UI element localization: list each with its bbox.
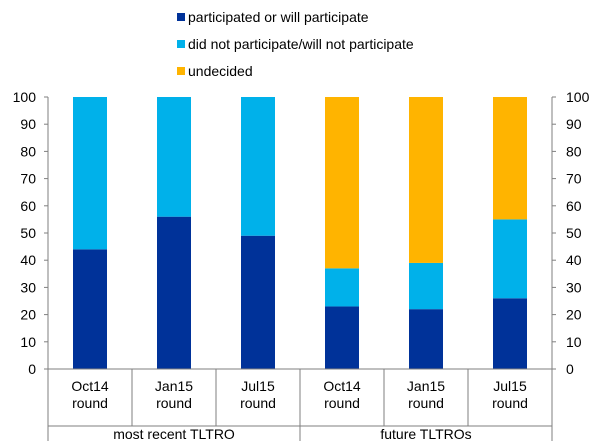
y-tick-label-left-9: 80: [20, 143, 36, 159]
y-tick-label-right-3: 20: [566, 307, 582, 323]
axes: [47, 97, 553, 441]
y-tick-label-right-4: 30: [566, 279, 582, 295]
bar-1-series-2: [73, 97, 107, 250]
y-tick-label-left-3: 20: [20, 307, 36, 323]
bar-3-series-1: [241, 235, 275, 369]
legend-label-1: participated or will participate: [188, 9, 369, 25]
y-tick-label-left-10: 90: [20, 116, 36, 132]
y-tick-label-right-11: 100: [566, 89, 590, 105]
group-label-2: future TLTROs: [380, 426, 471, 441]
y-tick-label-right-9: 80: [566, 143, 582, 159]
x-axis-categories: Oct14roundJan15roundJul15roundOct14round…: [71, 378, 528, 411]
category-label-6-line-2: round: [492, 395, 528, 411]
y-tick-label-left-6: 50: [20, 225, 36, 241]
bar-6-series-2: [493, 219, 527, 299]
y-tick-label-right-10: 90: [566, 116, 582, 132]
category-label-1-line-1: Oct14: [71, 378, 109, 394]
category-label-5-line-2: round: [408, 395, 444, 411]
bar-4-series-1: [325, 306, 359, 369]
bar-1-series-1: [73, 249, 107, 369]
y-tick-label-right-5: 40: [566, 252, 582, 268]
legend-swatch-2: [177, 40, 185, 48]
category-label-1-line-2: round: [72, 395, 108, 411]
legend-swatch-1: [177, 13, 185, 21]
bar-5-series-3: [409, 97, 443, 263]
legend: participated or will participate did not …: [177, 9, 414, 79]
y-tick-label-right-7: 60: [566, 198, 582, 214]
bar-6-series-3: [493, 97, 527, 220]
category-label-2-line-2: round: [156, 395, 192, 411]
x-axis-groups: most recent TLTRO future TLTROs: [113, 426, 471, 441]
y-tick-label-right-2: 10: [566, 334, 582, 350]
category-label-6-line-1: Jul15: [493, 378, 527, 394]
bar-5-series-2: [409, 262, 443, 310]
bar-6-series-1: [493, 298, 527, 369]
category-label-2-line-1: Jan15: [155, 378, 193, 394]
y-tick-label-left-8: 70: [20, 171, 36, 187]
category-label-4-line-2: round: [324, 395, 360, 411]
y-tick-label-right-8: 70: [566, 171, 582, 187]
category-label-3-line-2: round: [240, 395, 276, 411]
group-label-1: most recent TLTRO: [113, 426, 235, 441]
category-label-5-line-1: Jan15: [407, 378, 445, 394]
category-label-4-line-1: Oct14: [323, 378, 361, 394]
y-axis-left-ticks: 0 10 20 30 40 50 60 70 80 90 100: [13, 89, 48, 377]
bar-2-series-2: [157, 97, 191, 217]
y-tick-label-left-2: 10: [20, 334, 36, 350]
bars: [73, 97, 527, 369]
y-tick-label-right-1: 0: [566, 361, 574, 377]
y-tick-label-left-4: 30: [20, 279, 36, 295]
y-tick-label-left-11: 100: [13, 89, 37, 105]
y-tick-label-left-5: 40: [20, 252, 36, 268]
bar-4-series-3: [325, 97, 359, 269]
y-tick-label-left-7: 60: [20, 198, 36, 214]
bar-3-series-2: [241, 97, 275, 236]
legend-label-2: did not participate/will not participate: [188, 36, 414, 52]
bar-5-series-1: [409, 309, 443, 369]
legend-label-3: undecided: [188, 63, 253, 79]
category-label-3-line-1: Jul15: [241, 378, 275, 394]
legend-swatch-3: [177, 67, 185, 75]
bar-2-series-1: [157, 216, 191, 369]
y-tick-label-right-6: 50: [566, 225, 582, 241]
bar-4-series-2: [325, 268, 359, 307]
y-tick-label-left-1: 0: [28, 361, 36, 377]
y-axis-right-ticks: 0 10 20 30 40 50 60 70 80 90 100: [552, 89, 590, 377]
